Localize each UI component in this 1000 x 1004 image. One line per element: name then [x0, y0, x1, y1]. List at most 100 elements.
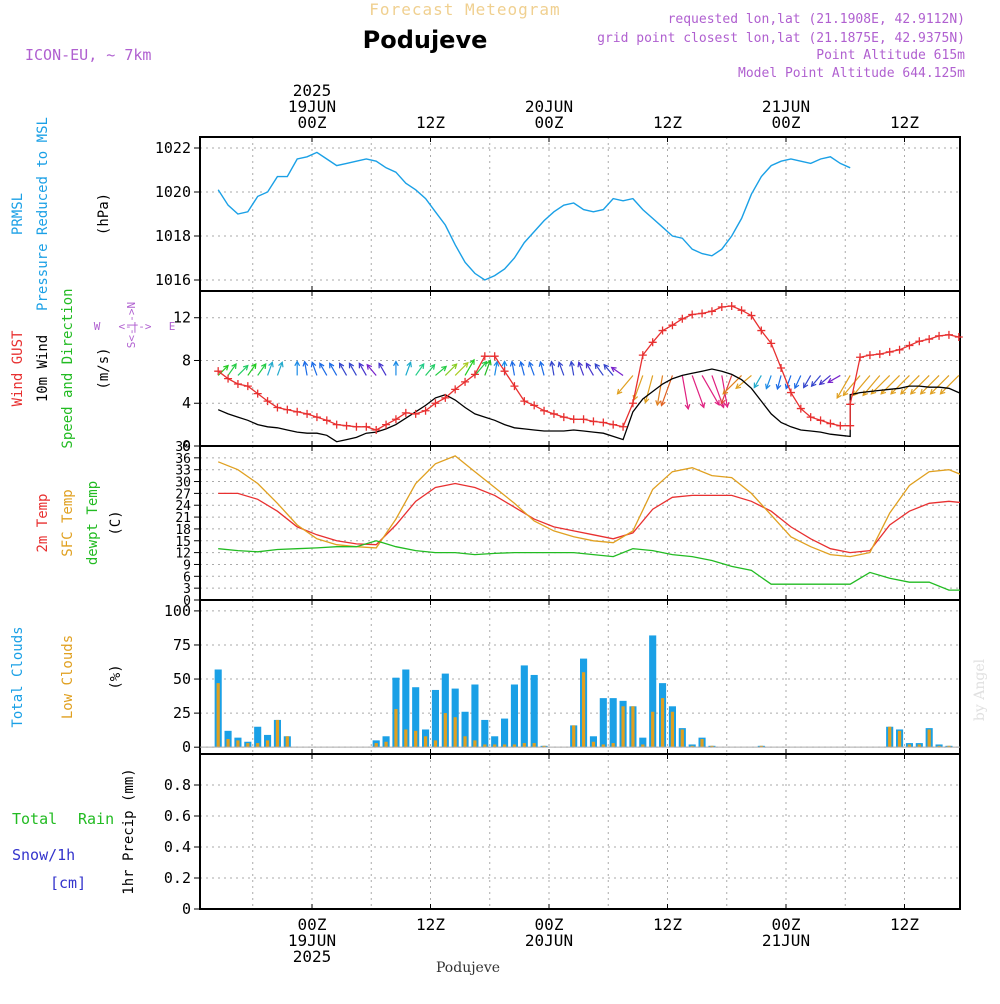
wind-gust-marker [796, 404, 805, 413]
y-tick-label: 1016 [155, 271, 191, 289]
wind-gust-marker [372, 425, 381, 434]
wind-barb [594, 363, 604, 376]
wind-barb [819, 374, 831, 385]
low-cloud-bar [542, 745, 546, 748]
wind-barb-head [268, 361, 274, 368]
low-cloud-bar [256, 743, 260, 748]
y-tick-label: 100 [164, 602, 191, 620]
y-tick-label: 24 [175, 499, 191, 514]
wind-barb-head [765, 383, 771, 390]
wind-barb-head [827, 377, 834, 384]
wind-barb-head [441, 365, 448, 372]
wind-gust-marker [263, 397, 272, 406]
wind-gust-marker [688, 310, 697, 319]
low-cloud-bar [285, 736, 289, 748]
requested-coords: requested lon,lat (21.1908E, 42.9112N) [668, 12, 965, 27]
panel-axis-label: Low Clouds [60, 635, 76, 719]
wind-gust-marker [875, 350, 884, 359]
y-tick-label: 3 [183, 582, 191, 597]
top-time-label: 00Z [298, 113, 327, 132]
wind-barb [644, 375, 654, 403]
wind-gust-marker [391, 415, 400, 424]
wind-gust-marker [885, 347, 894, 356]
wind-barb [785, 375, 792, 389]
pressure-axis-labels: PRMSL Pressure Reduced to MSL (hPa) [10, 117, 112, 311]
wind-gust-marker [253, 389, 262, 398]
wind-barb-head [406, 361, 412, 368]
wind-gust-marker [214, 367, 223, 376]
wind-barb-head [518, 360, 525, 367]
bottom-time-label: 12Z [890, 915, 919, 934]
bottom-time-label: 12Z [653, 915, 682, 934]
wind-gust-marker [559, 413, 568, 422]
y-tick-label: 8 [182, 351, 191, 369]
low-cloud-bar [414, 730, 418, 748]
wind-barb [464, 359, 475, 376]
panel-axis-label: Wind GUST [10, 330, 26, 406]
wind-barb-head [939, 388, 946, 395]
wind-gust-marker [441, 393, 450, 402]
wind-gust-marker [510, 382, 519, 391]
wind-barb [681, 375, 689, 410]
wind-gust-marker [500, 367, 509, 376]
y-tick-label: 0.8 [164, 776, 191, 794]
wind-barb [539, 361, 545, 376]
wind-gust-marker [540, 406, 549, 415]
y-tick-label: 4 [182, 394, 191, 412]
wind-10m-line [217, 368, 960, 443]
y-tick-label: 25 [173, 704, 191, 722]
wind-barb-head [481, 360, 488, 367]
wind-barb-head [393, 360, 399, 367]
precip-legend-unit: [cm] [50, 874, 86, 892]
wind-barb [930, 375, 950, 395]
total-cloud-bar [510, 684, 518, 748]
wind-gust-marker [806, 413, 815, 422]
wind-gust-marker [599, 418, 608, 427]
panel-axis-label: (%) [108, 664, 124, 689]
wind-barb-head [594, 362, 601, 370]
compass-w: W [94, 320, 101, 333]
wind-gust-marker [925, 335, 934, 344]
pressure-panel: 1016 1018 1020 1022 [155, 136, 961, 292]
wind-barb [811, 375, 822, 387]
wind-gust-marker [589, 417, 598, 426]
low-cloud-bar [759, 745, 763, 748]
total-cloud-bar [491, 736, 499, 748]
wind-barb [603, 364, 614, 376]
wind-barb-head [538, 360, 545, 367]
wind-gust-marker [658, 326, 667, 335]
station-title: Podujeve [363, 26, 488, 54]
wind-barb-head [310, 361, 317, 368]
wind-gust-marker [865, 351, 874, 360]
y-tick-label: 6 [183, 570, 191, 585]
wind-barb-head [890, 388, 897, 395]
wind-barb-head [643, 397, 650, 404]
pressure-series-line [217, 151, 851, 281]
top-time-label: 19JUN [288, 97, 336, 116]
low-cloud-bar [404, 729, 408, 748]
wind-barb-head [900, 388, 906, 395]
wind-gust-marker [846, 421, 855, 430]
y-tick-label: 0.2 [164, 869, 191, 887]
low-cloud-bar [493, 744, 497, 748]
wind-gust-marker [224, 374, 233, 383]
bottom-time-label: 00Z [535, 915, 564, 934]
total-cloud-bar [441, 673, 449, 748]
panel-axis-label: (C) [108, 510, 124, 535]
wind-barb [366, 364, 377, 376]
wind-barb-head [684, 404, 691, 411]
wind-gust-marker [757, 326, 766, 335]
low-cloud-bar [443, 713, 447, 748]
wind-barb-head [329, 362, 335, 369]
low-cloud-bar [463, 736, 467, 748]
wind-barb [765, 375, 772, 389]
panel-axis-label: (hPa) [96, 193, 112, 235]
wind-barb-head [719, 402, 725, 409]
wind-barb [920, 375, 940, 395]
panel-frame [199, 136, 961, 292]
low-cloud-bar [917, 744, 921, 748]
wind-gust-marker [846, 400, 855, 409]
wind-barb-head [251, 362, 257, 370]
wind-barb-head [810, 381, 817, 388]
wind-gust-marker [470, 370, 479, 379]
